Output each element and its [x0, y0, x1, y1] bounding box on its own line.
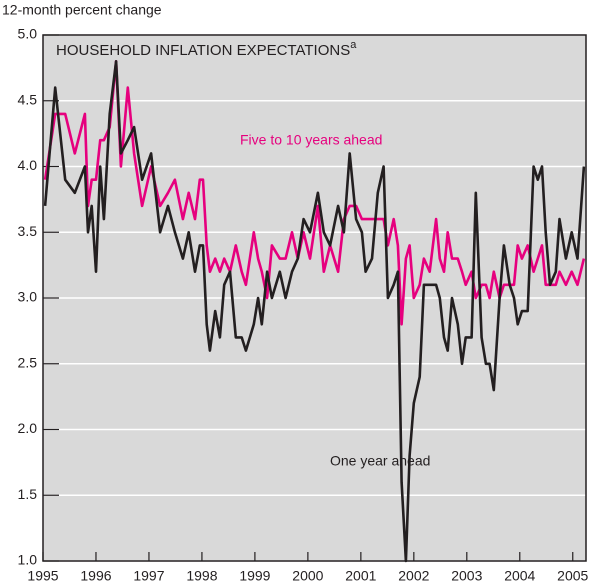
- y-tick-label: 1.5: [18, 486, 38, 502]
- y-tick-label: 1.0: [18, 552, 38, 568]
- y-tick-label: 3.0: [18, 289, 38, 305]
- series-line: [43, 60, 586, 563]
- plot-frame: [42, 34, 587, 562]
- x-tick-label: 2003: [451, 568, 482, 584]
- x-tick-label: 2005: [557, 568, 588, 584]
- x-tick-label: 2002: [398, 568, 429, 584]
- annotation: One year ahead: [330, 453, 430, 469]
- y-tick-label: 2.0: [18, 420, 38, 436]
- chart-title: HOUSEHOLD INFLATION EXPECTATIONSa: [56, 39, 357, 59]
- x-tick-label: 1996: [80, 568, 111, 584]
- title-superscript: a: [350, 39, 357, 51]
- y-axis-label: 12-month percent change: [2, 2, 162, 18]
- y-tick-label: 3.5: [18, 223, 38, 239]
- y-tick-label: 4.0: [18, 157, 38, 173]
- x-tick-label: 1997: [133, 568, 164, 584]
- x-tick-label: 2001: [345, 568, 376, 584]
- annotation: Five to 10 years ahead: [240, 132, 382, 148]
- x-tick-label: 1995: [27, 568, 58, 584]
- y-tick-label: 5.0: [18, 26, 38, 42]
- x-tick-label: 2000: [292, 568, 323, 584]
- x-tick-label: 1998: [186, 568, 217, 584]
- title-text: HOUSEHOLD INFLATION EXPECTATIONS: [56, 42, 350, 59]
- x-tick-label: 1999: [239, 568, 270, 584]
- y-tick-label: 2.5: [18, 354, 38, 370]
- y-tick-label: 4.5: [18, 91, 38, 107]
- x-tick-label: 2004: [504, 568, 535, 584]
